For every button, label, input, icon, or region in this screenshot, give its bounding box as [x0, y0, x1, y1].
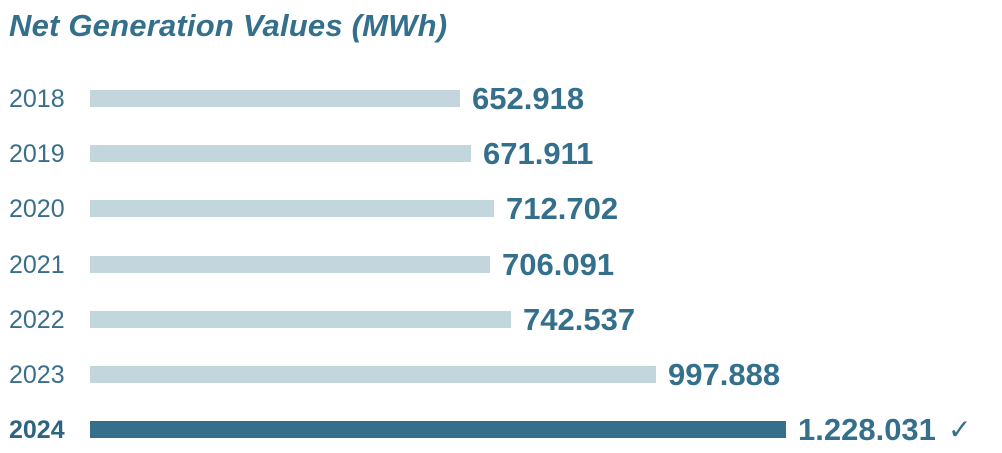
bar-row: 2019 671.911 [0, 134, 1002, 174]
value-label: 652.918 [472, 81, 585, 116]
check-icon: ✓ [948, 413, 972, 447]
value-label: 997.888 [668, 357, 781, 392]
bar [90, 90, 460, 107]
bar-row: 2024 1.228.031 ✓ [0, 410, 1002, 450]
category-label: 2018 [9, 85, 65, 113]
bar [90, 255, 490, 273]
value-label: 712.702 [506, 191, 619, 227]
value-label: 671.911 [483, 136, 594, 172]
bar-row: 2018 652.918 [0, 79, 1002, 119]
bar-row: 2021 706.091 [0, 245, 1002, 285]
category-label: 2021 [9, 250, 65, 279]
value-label: 742.537 [523, 301, 636, 337]
category-label: 2022 [9, 305, 65, 334]
bar [90, 421, 786, 439]
bar-row: 2022 742.537 [0, 300, 1002, 340]
bar [90, 145, 471, 163]
bar [90, 366, 656, 383]
category-label: 2019 [9, 140, 65, 169]
bar [90, 200, 494, 218]
category-label: 2020 [9, 195, 65, 224]
category-label: 2024 [9, 416, 65, 445]
value-label: 1.228.031 [798, 412, 936, 448]
category-label: 2023 [9, 361, 65, 389]
bar [90, 310, 511, 328]
value-label: 706.091 [502, 246, 615, 282]
chart-title: Net Generation Values (MWh) [9, 8, 448, 43]
bar-row: 2020 712.702 [0, 189, 1002, 229]
bar-row: 2023 997.888 [0, 355, 1002, 395]
